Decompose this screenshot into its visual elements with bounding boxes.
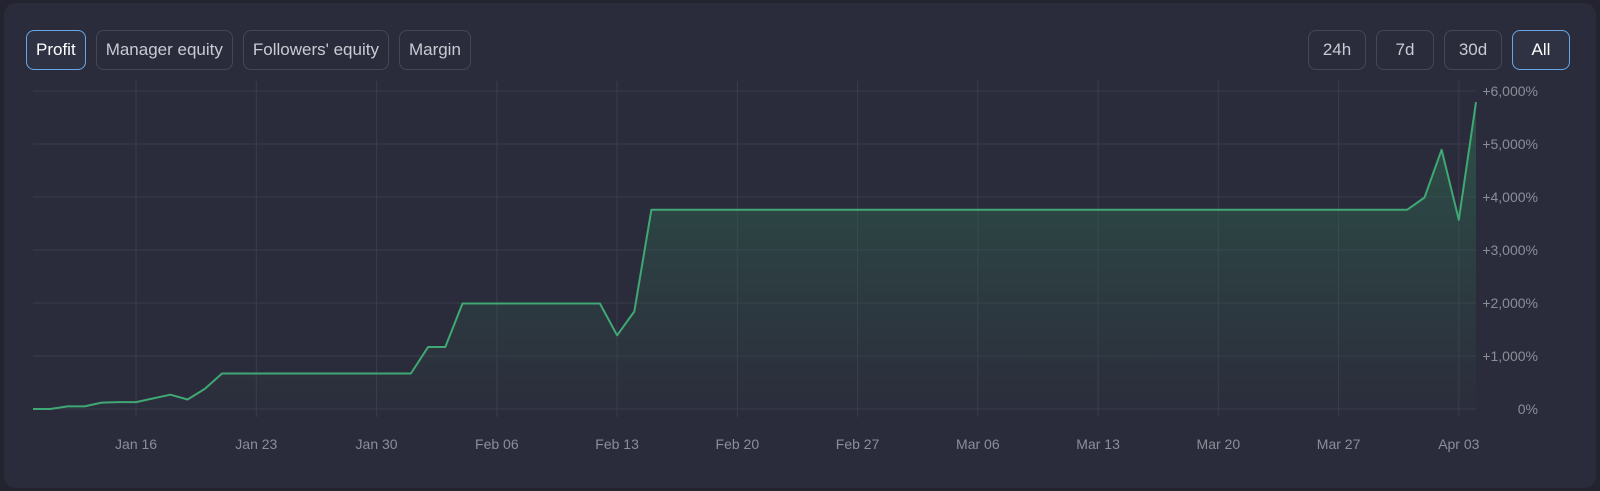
y-tick-label: +2,000% — [1482, 295, 1538, 311]
x-tick-label: Feb 27 — [836, 436, 880, 452]
y-axis-labels: 0% +1,000% +2,000% +3,000% +4,000% +5,000% +6,… — [1482, 83, 1538, 417]
profit-area-fill — [33, 102, 1476, 409]
profit-chart-card: 0% +1,000% +2,000% +3,000% +4,000% +5,000% +6,… — [4, 3, 1596, 488]
x-tick-label: Apr 03 — [1438, 436, 1479, 452]
y-tick-label: +5,000% — [1482, 136, 1538, 152]
metric-tabs: Profit Manager equity Followers' equity … — [26, 30, 471, 70]
y-tick-label: +4,000% — [1482, 189, 1538, 205]
tab-range-30d[interactable]: 30d — [1444, 30, 1502, 70]
y-tick-label: 0% — [1518, 401, 1538, 417]
x-tick-label: Jan 16 — [115, 436, 157, 452]
x-tick-label: Mar 20 — [1197, 436, 1241, 452]
x-tick-label: Mar 06 — [956, 436, 1000, 452]
y-tick-label: +6,000% — [1482, 83, 1538, 99]
profit-line — [33, 101, 1477, 410]
range-tabs: 24h 7d 30d All — [1308, 30, 1570, 70]
tab-profit[interactable]: Profit — [26, 30, 86, 70]
tab-followers-equity[interactable]: Followers' equity — [242, 30, 389, 70]
tab-range-7d[interactable]: 7d — [1376, 30, 1434, 70]
tab-manager-equity[interactable]: Manager equity — [95, 30, 233, 70]
tab-range-all[interactable]: All — [1512, 30, 1570, 70]
x-tick-label: Feb 06 — [475, 436, 519, 452]
tab-margin[interactable]: Margin — [398, 30, 471, 70]
x-tick-label: Mar 27 — [1317, 436, 1361, 452]
x-tick-label: Jan 23 — [235, 436, 277, 452]
y-tick-label: +3,000% — [1482, 242, 1538, 258]
profit-chart: 0% +1,000% +2,000% +3,000% +4,000% +5,000% +6,… — [33, 81, 1538, 452]
tab-range-24h[interactable]: 24h — [1308, 30, 1366, 70]
y-tick-label: +1,000% — [1482, 348, 1538, 364]
x-tick-label: Mar 13 — [1076, 436, 1120, 452]
x-tick-label: Feb 20 — [716, 436, 760, 452]
x-axis-labels: Jan 16 Jan 23 Jan 30 Feb 06 Feb 13 Feb 20 Feb … — [115, 436, 1480, 452]
x-tick-label: Jan 30 — [356, 436, 398, 452]
x-tick-label: Feb 13 — [595, 436, 639, 452]
